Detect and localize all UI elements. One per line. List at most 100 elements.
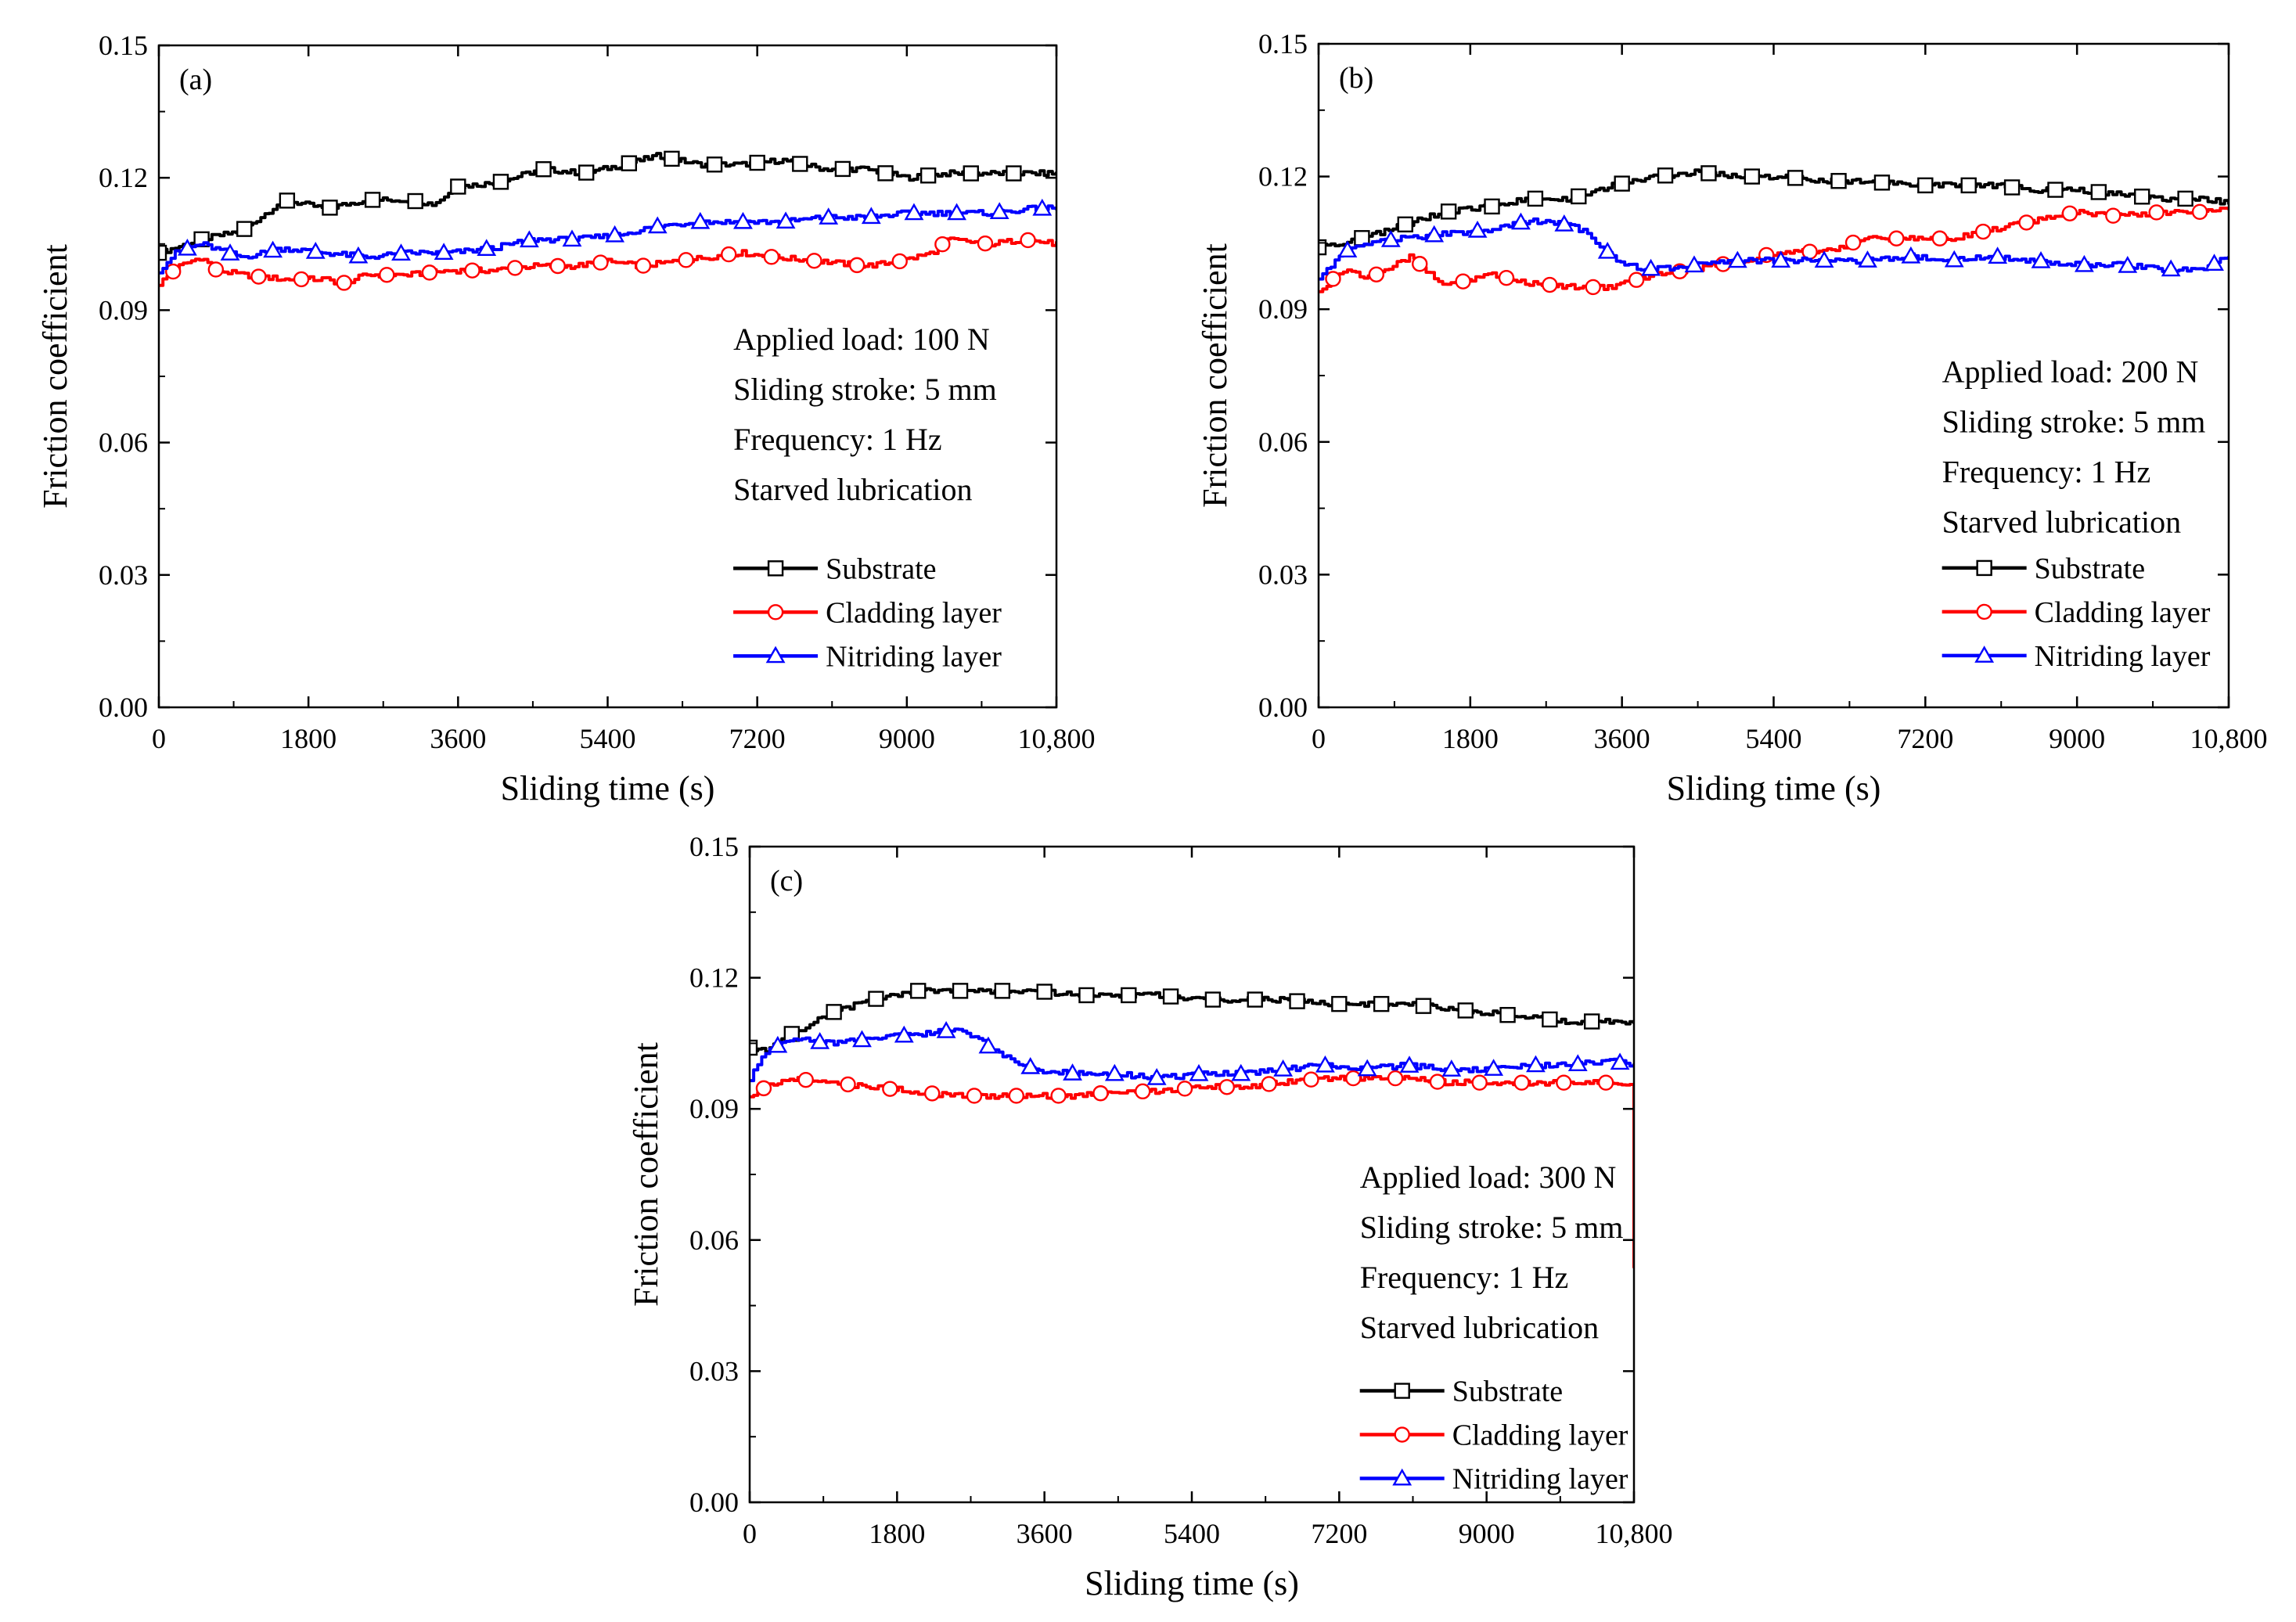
y-tick-label: 0.06 [1258,426,1308,458]
data-point-substrate [963,165,979,182]
data-point-cladding [1455,273,1471,290]
series-line-substrate [750,987,1634,1054]
data-point-nitriding [852,1030,872,1048]
data-point-cladding [2061,205,2078,221]
y-tick-label: 0.12 [1258,161,1308,192]
data-point-substrate [1614,175,1630,192]
test-conditions: Applied load: 100 N Sliding stroke: 5 mm F… [733,322,997,507]
data-point-cladding [1628,272,1645,288]
y-axis-label: Friction coefficient [1196,243,1234,508]
data-point-substrate [364,192,381,208]
legend-marker-cladding [1976,603,1992,620]
data-point-nitriding [1727,250,1747,268]
data-point-substrate [877,165,894,182]
data-point-substrate [492,174,509,190]
legend-marker-cladding [767,604,784,620]
condition-text: Applied load: 100 N [733,322,990,357]
data-point-nitriding [1020,1056,1041,1074]
data-point-substrate [578,164,595,181]
data-point-nitriding [1032,198,1053,216]
legend: Substrate Cladding layer Nitriding layer [733,552,1002,673]
x-tick-label: 5400 [580,723,636,754]
data-point-substrate [621,155,638,171]
legend-marker-substrate [767,560,784,577]
data-point-substrate [159,244,167,261]
data-point-nitriding [1315,1055,1335,1073]
data-point-substrate [834,160,851,178]
data-point-cladding [1888,230,1905,246]
data-point-substrate [750,1039,758,1056]
data-point-nitriding [2074,254,2094,272]
data-point-cladding [2148,204,2165,221]
data-point-nitriding [947,203,966,221]
x-tick-label: 1800 [869,1518,925,1549]
y-tick-label: 0.12 [99,162,148,193]
condition-text: Sliding stroke: 5 mm [1360,1210,1624,1245]
data-point-nitriding [690,211,711,229]
data-point-nitriding [220,243,240,261]
plot-area [750,983,1634,1269]
legend-item-nitriding: Nitriding layer [1942,640,2211,673]
data-point-nitriding [1441,1059,1462,1077]
legend-marker-substrate [1394,1383,1410,1399]
y-tick-label: 0.12 [689,962,739,994]
data-point-cladding [1218,1079,1236,1095]
data-point-substrate [236,221,253,237]
data-point-nitriding [1337,240,1358,258]
y-tick-label: 0.09 [99,294,148,325]
condition-text: Sliding stroke: 5 mm [1942,404,2206,439]
x-tick-label: 3600 [1017,1518,1073,1549]
data-point-substrate [952,983,969,999]
data-point-substrate [1078,987,1095,1004]
test-conditions: Applied load: 200 N Sliding stroke: 5 mm F… [1942,354,2206,539]
data-point-nitriding [2204,254,2224,272]
series-line-substrate [1319,168,2229,251]
data-point-cladding [1844,234,1862,251]
y-tick-label: 0.03 [689,1355,739,1386]
legend-item-substrate: Substrate [733,552,937,585]
data-point-nitriding [477,239,497,257]
data-point-cladding [1412,256,1428,272]
data-point-substrate [1373,995,1390,1012]
data-point-substrate [1527,190,1544,207]
data-point-substrate [706,156,723,173]
data-point-cladding [1303,1071,1319,1088]
x-tick-label: 1800 [1442,723,1499,754]
y-tick-label: 0.00 [689,1487,739,1518]
data-point-nitriding [1567,1054,1588,1072]
data-point-nitriding [768,1035,788,1053]
data-point-nitriding [1189,1063,1209,1081]
condition-text: Starved lubrication [1360,1310,1599,1345]
data-point-substrate [1247,991,1263,1008]
y-tick-label: 0.06 [99,427,148,459]
data-point-nitriding [819,207,839,225]
condition-text: Frequency: 1 Hz [733,422,942,457]
data-point-substrate [1319,239,1327,256]
data-point-substrate [2177,190,2193,207]
condition-text: Applied load: 300 N [1360,1160,1617,1195]
data-point-substrate [749,154,765,171]
data-point-substrate [535,161,552,178]
data-point-nitriding [1944,250,1964,268]
data-point-nitriding [1424,225,1445,243]
legend-label: Substrate [826,552,936,585]
data-point-nitriding [2031,251,2051,268]
data-point-nitriding [177,238,197,256]
data-point-substrate [450,178,466,195]
data-point-nitriding [263,240,283,258]
data-point-nitriding [1273,1059,1294,1077]
y-tick-label: 0.00 [1258,692,1308,723]
x-tick-label: 10,800 [2190,723,2268,754]
legend-marker-cladding [1394,1426,1410,1443]
data-point-cladding [678,252,694,268]
data-point-cladding [1542,276,1558,293]
data-point-substrate [1657,167,1674,184]
chart-panel-b: 0 1800 3600 5400 7200 9000 10,800 0.00 0.03 0.06 0… [1196,28,2268,807]
data-point-cladding [763,249,780,265]
legend-item-cladding: Cladding layer [1359,1419,1628,1452]
data-point-substrate [1036,984,1053,1000]
x-tick-label: 0 [743,1518,757,1549]
data-point-nitriding [1357,1059,1377,1077]
data-point-cladding [506,260,524,276]
condition-text: Starved lubrication [1942,504,2181,539]
